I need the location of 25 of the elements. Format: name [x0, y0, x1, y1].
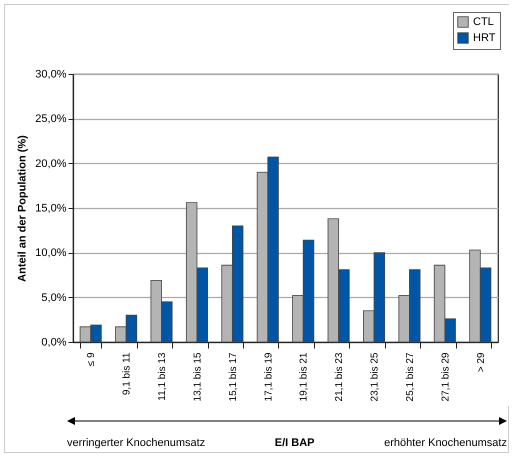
x-tick-label: 9,1 bis 11: [122, 352, 133, 396]
x-tick-label: 13,1 bis 15: [192, 352, 204, 402]
x-tick-label: 15,1 bis 17: [228, 352, 239, 402]
x-axis-title: E/I BAP: [274, 437, 314, 449]
text: erhöhter Knochenumsatz: [384, 437, 507, 449]
x-tick-label: 17,1 bis 19: [263, 352, 274, 402]
y-tick-label: 20,0%: [35, 158, 67, 170]
y-axis-title: Anteil an der Population (%): [16, 134, 28, 282]
y-tick-label: 5,0%: [41, 292, 67, 304]
y-tick-label: 25,0%: [35, 113, 67, 126]
x-tick-label: 27,1 bis 29: [440, 352, 452, 402]
x-tick-label: 25,1 bis 27: [404, 352, 416, 402]
x-tick-label: 21,1 bis 23: [334, 352, 346, 402]
x-tick-label: 19,1 bis 21: [298, 352, 310, 402]
x-tick-label: 11,1 bis 13: [157, 352, 168, 401]
y-tick-label: 10,0%: [35, 247, 67, 260]
legend-label: CTL: [473, 16, 494, 28]
text: verringerter Knochenumsatz: [67, 437, 206, 449]
y-tick-label: 0,0%: [41, 336, 67, 348]
y-tick-label: 30,0%: [35, 68, 67, 80]
x-tick-label: 23,1 bis 25: [370, 352, 381, 402]
y-tick-label: 15,0%: [35, 202, 67, 214]
x-tick-label: ≤ 9: [86, 352, 98, 366]
legend-label: HRT: [473, 32, 496, 44]
x-tick-label: > 29: [476, 352, 487, 372]
